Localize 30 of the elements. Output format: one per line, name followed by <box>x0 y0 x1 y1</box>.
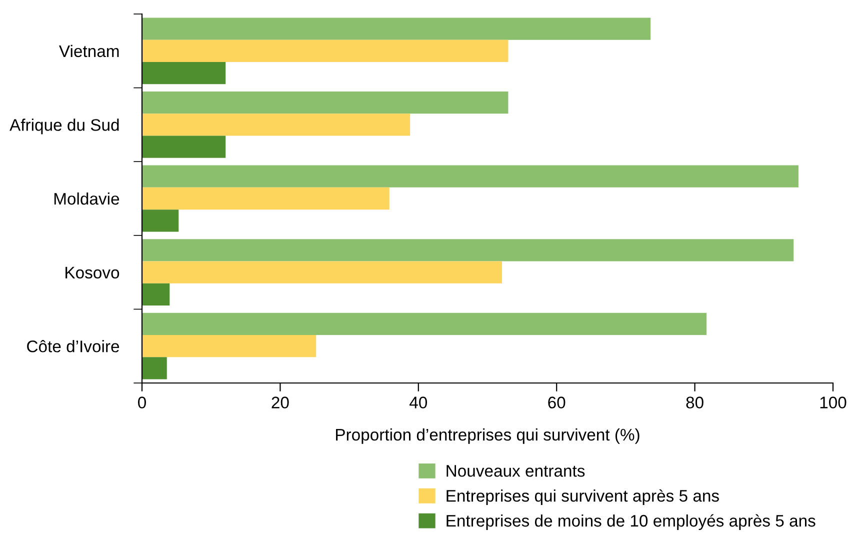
bar <box>142 165 798 188</box>
y-tick-label: Vietnam <box>59 44 119 58</box>
bar <box>142 239 794 262</box>
x-tick-label: 20 <box>272 396 289 408</box>
legend-label: Entreprises qui survivent après 5 ans <box>446 489 719 506</box>
bar <box>142 18 651 40</box>
bar <box>142 210 179 232</box>
legend-label: Entreprises de moins de 10 employés après 5 ans <box>446 514 816 530</box>
x-tick-label: 60 <box>548 396 566 408</box>
legend-label: Nouveaux entrants <box>446 465 585 477</box>
y-tick-label: Moldavie <box>54 192 120 205</box>
x-axis-title: Proportion d’entreprises qui survivent (%) <box>336 428 640 444</box>
bar <box>142 357 167 380</box>
y-tick-label: Côte d’Ivoire <box>27 340 120 352</box>
bar <box>142 312 707 336</box>
bar <box>142 136 226 158</box>
y-tick-label: Afrique du Sud <box>10 118 119 134</box>
bar <box>142 261 502 284</box>
y-tick-label: Kosovo <box>66 266 120 279</box>
bar <box>142 91 508 114</box>
bar <box>142 62 226 84</box>
bar <box>142 187 390 210</box>
bar <box>142 335 316 358</box>
x-tick-label: 0 <box>138 396 146 408</box>
bar <box>142 40 508 62</box>
bar <box>142 283 170 306</box>
x-tick-label: 80 <box>686 396 704 408</box>
x-tick-label: 100 <box>820 396 846 408</box>
bar <box>142 114 410 136</box>
x-tick-label: 40 <box>410 396 428 408</box>
